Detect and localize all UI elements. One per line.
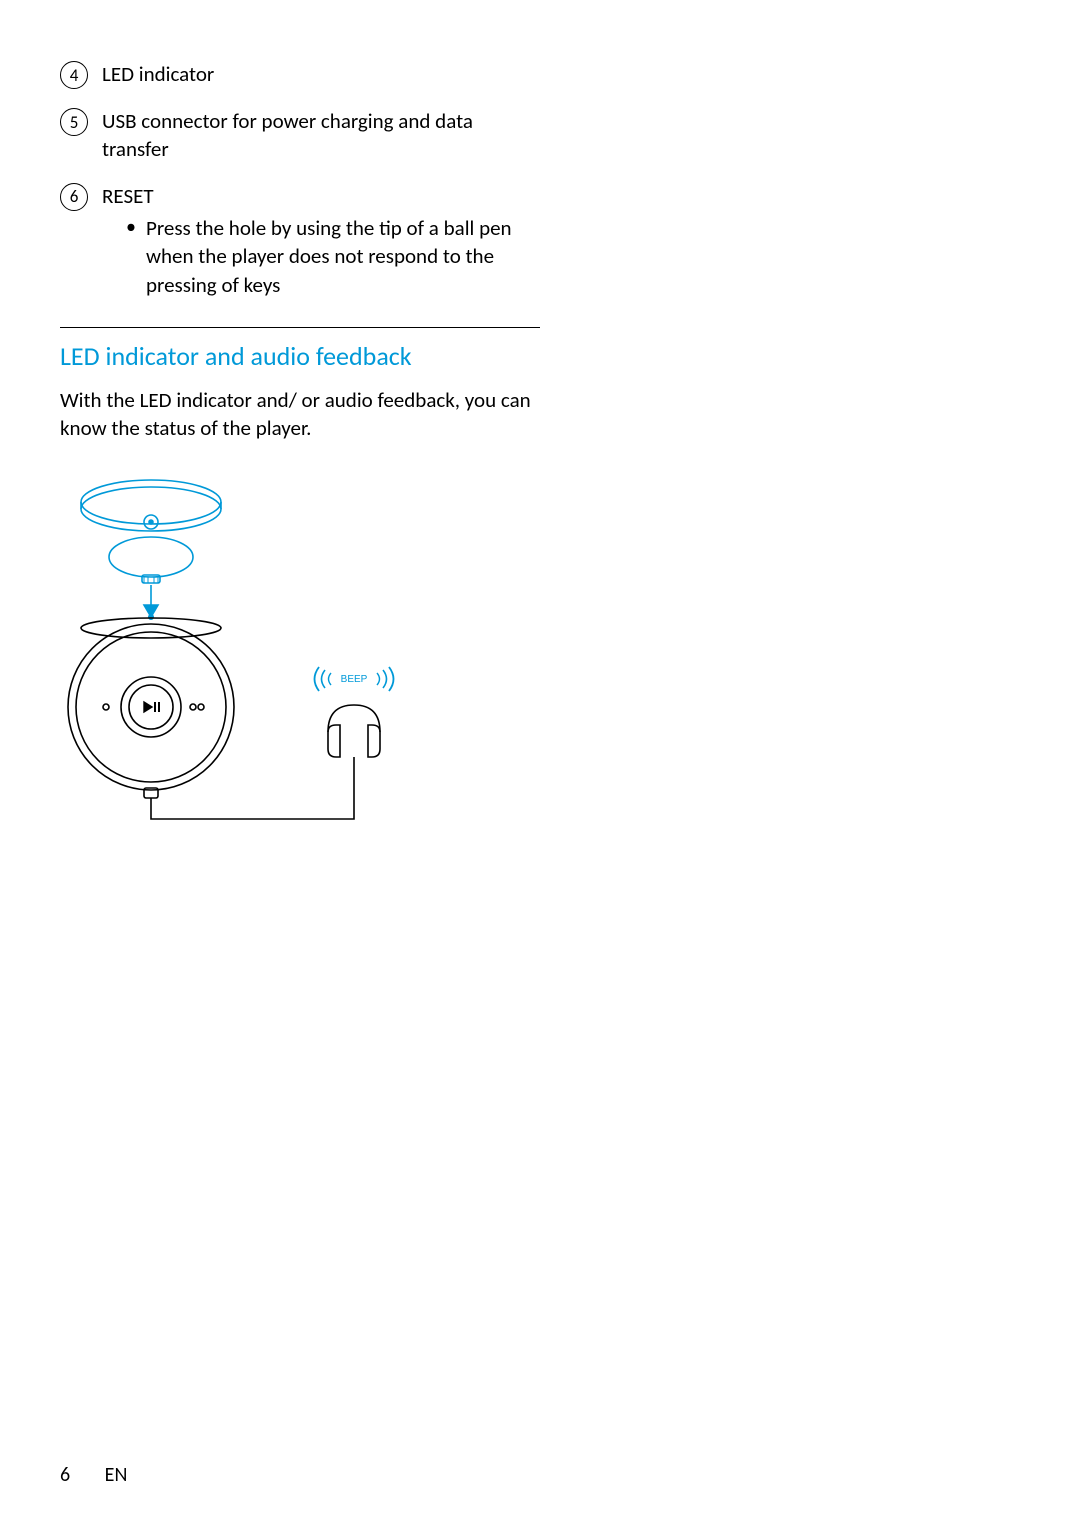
- section-body: With the LED indicator and/ or audio fee…: [60, 386, 540, 443]
- device-main-icon: [68, 614, 234, 807]
- item-number: 4: [60, 61, 88, 89]
- device-top-icon: [81, 480, 221, 583]
- item-body: LED indicator: [102, 60, 540, 88]
- beep-label: BEEP: [315, 667, 394, 691]
- sub-bullet-text: Press the hole by using the tip of a bal…: [146, 214, 540, 299]
- list-item-4: 4 LED indicator: [60, 60, 540, 89]
- headphones-icon: [328, 705, 380, 757]
- page-lang: EN: [105, 1463, 128, 1487]
- bullet-dot: •: [126, 214, 146, 299]
- item-title: LED indicator: [102, 60, 540, 88]
- page-footer: 6 EN: [60, 1463, 127, 1487]
- item-body: RESET • Press the hole by using the tip …: [102, 182, 540, 299]
- list-item-6: 6 RESET • Press the hole by using the ti…: [60, 182, 540, 299]
- beep-text: BEEP: [341, 674, 368, 685]
- item-number: 6: [60, 183, 88, 211]
- device-figure: BEEP: [66, 467, 406, 837]
- connection-line: [151, 757, 354, 819]
- section-title: LED indicator and audio feedback: [60, 340, 540, 372]
- list-item-5: 5 USB connector for power charging and d…: [60, 107, 540, 164]
- item-number: 5: [60, 108, 88, 136]
- item-title: RESET: [102, 182, 540, 210]
- arrow-down-icon: [144, 585, 158, 617]
- sub-bullet: • Press the hole by using the tip of a b…: [102, 214, 540, 299]
- item-title: USB connector for power charging and dat…: [102, 107, 540, 164]
- item-body: USB connector for power charging and dat…: [102, 107, 540, 164]
- page-number: 6: [60, 1463, 70, 1487]
- section-divider: [60, 327, 540, 328]
